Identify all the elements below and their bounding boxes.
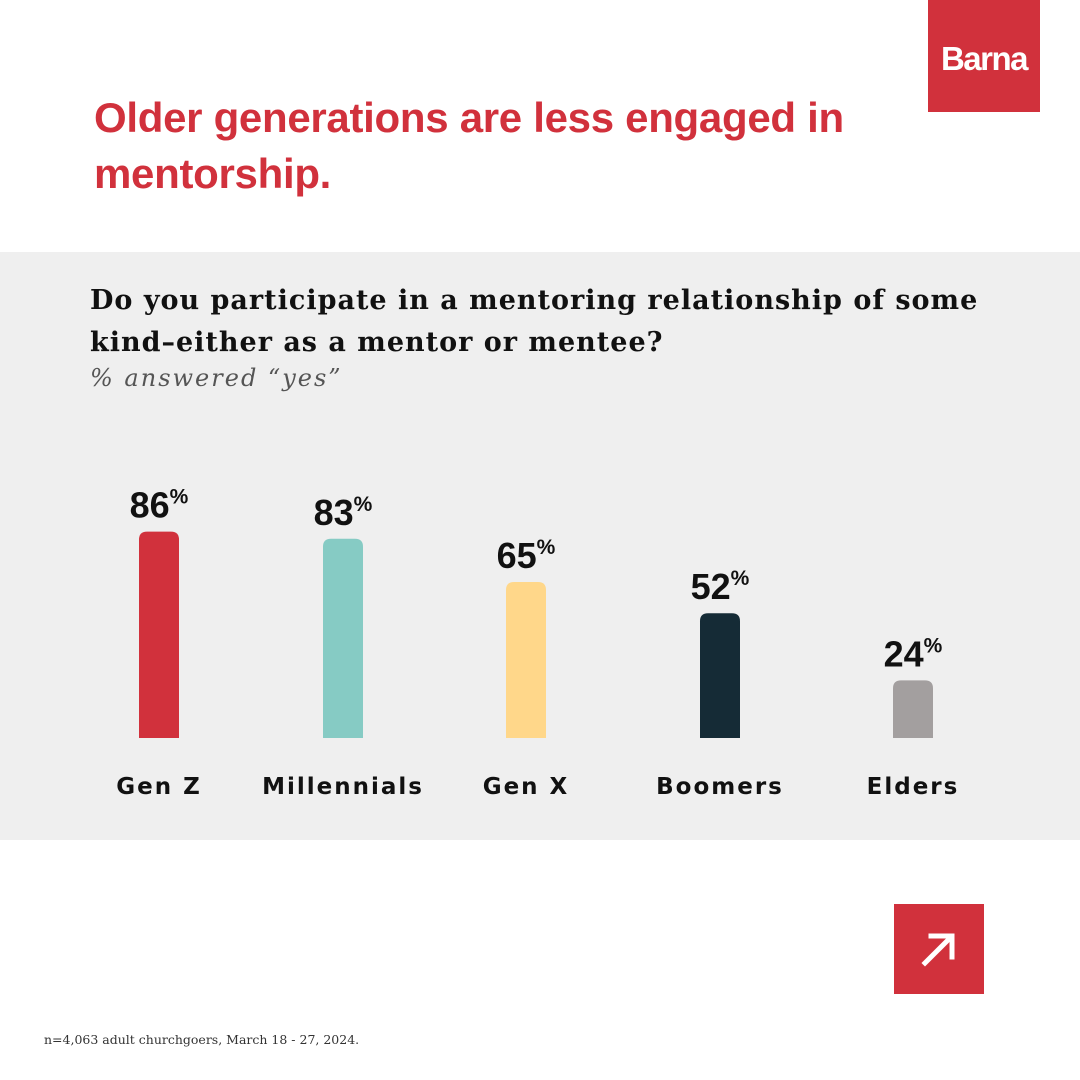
page-headline: Older generations are less engaged in me… [94, 94, 844, 197]
category-label-gen-x: Gen X [483, 774, 570, 800]
value-label-boomers: 52% [691, 566, 750, 607]
barna-logo[interactable]: Barna [928, 0, 1040, 112]
category-label-millennials: Millennials [262, 774, 424, 800]
value-label-elders: 24% [884, 633, 943, 674]
category-label-gen-z: Gen Z [116, 774, 202, 800]
value-label-gen-z: 86% [130, 485, 189, 526]
category-label-boomers: Boomers [656, 774, 784, 800]
chart-panel [0, 252, 1080, 840]
bar-boomers [700, 613, 740, 738]
value-label-gen-x: 65% [497, 535, 556, 576]
value-label-millennials: 83% [314, 492, 373, 533]
footnote: n=4,063 adult churchgoers, March 18 - 27… [44, 1032, 360, 1047]
chart-subtitle: % answered “yes” [90, 364, 343, 392]
arrow-up-right-glyph [921, 933, 955, 967]
category-label-elders: Elders [867, 774, 960, 800]
chart-title: Do you participate in a mentoring relati… [90, 285, 979, 358]
bar-gen-z [139, 531, 179, 738]
bar-elders [893, 680, 933, 738]
arrow-up-right-icon[interactable] [894, 904, 984, 994]
bar-gen-x [506, 582, 546, 738]
bar-millennials [323, 538, 363, 738]
